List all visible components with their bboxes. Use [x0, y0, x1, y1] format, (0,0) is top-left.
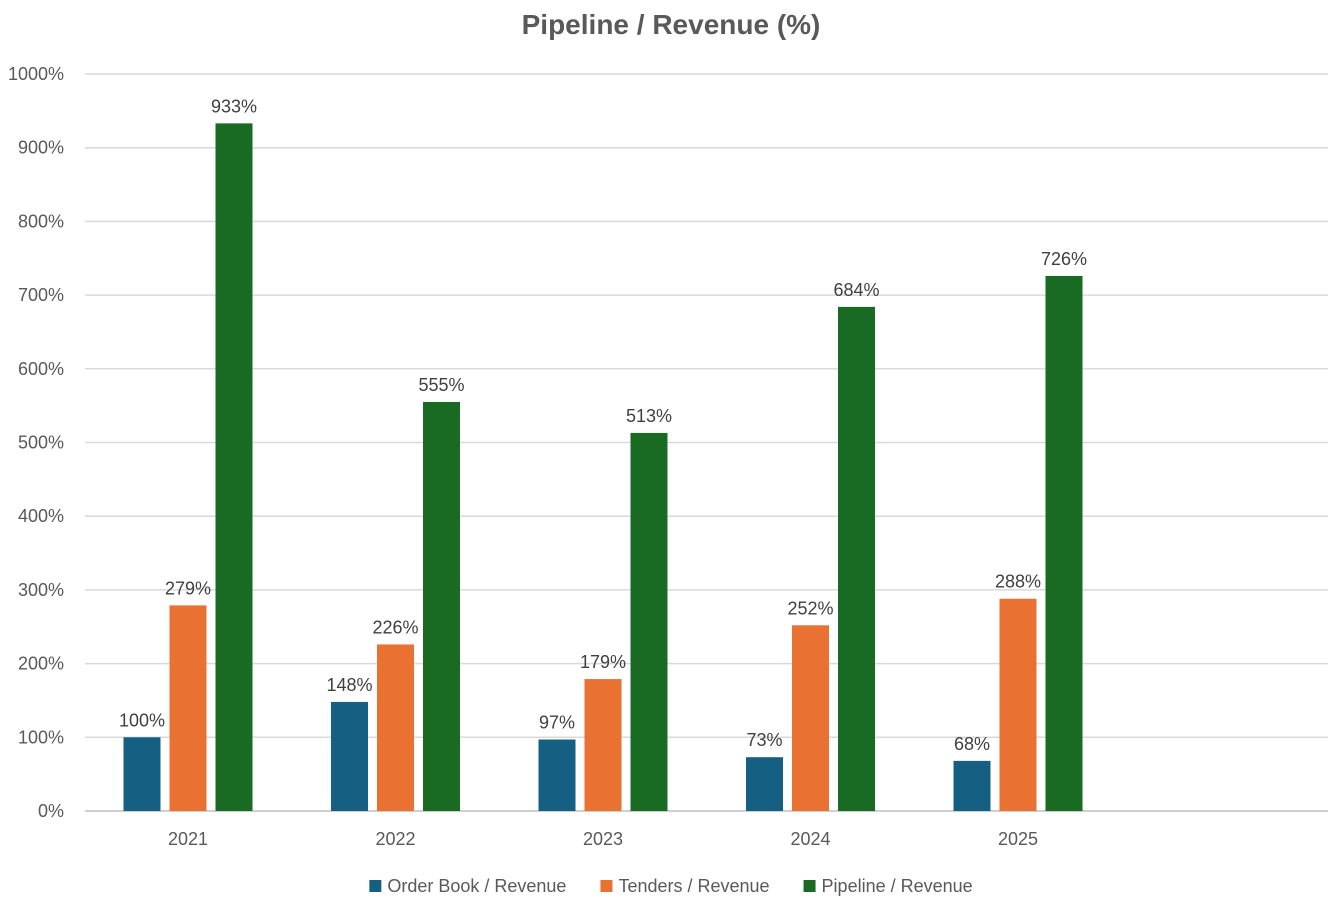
bar-pipeline-revenue-2021 [215, 123, 253, 811]
bar-tenders-revenue-2021 [169, 605, 207, 811]
data-label: 279% [165, 578, 211, 598]
data-label: 684% [833, 280, 879, 300]
bar-tenders-revenue-2024 [792, 625, 829, 811]
data-label: 100% [119, 710, 165, 730]
y-tick-label: 200% [18, 654, 64, 674]
legend-item: Order Book / Revenue [369, 876, 566, 896]
data-labels: 100% 279% 933% 148% 226% 555% 97% 179% 513% 73% 25… [119, 96, 1087, 754]
legend-swatch [600, 880, 613, 892]
x-tick-label: 2024 [790, 829, 830, 849]
y-tick-label: 0% [38, 801, 64, 821]
data-label: 179% [580, 652, 626, 672]
data-label: 933% [211, 96, 257, 116]
legend-swatch [803, 880, 816, 892]
gridlines [85, 73, 1328, 812]
y-tick-label: 700% [18, 285, 64, 305]
y-tick-label: 400% [18, 506, 64, 526]
x-axis-ticks: 2021 2022 2023 2024 2025 [168, 829, 1038, 849]
bars [123, 123, 1083, 811]
legend: Order Book / Revenue Tenders / Revenue Pip… [369, 876, 973, 896]
y-tick-label: 900% [18, 138, 64, 158]
x-tick-label: 2022 [375, 829, 415, 849]
bar-order-book-revenue-2022 [331, 701, 368, 811]
bar-tenders-revenue-2023 [584, 679, 622, 811]
data-label: 68% [954, 734, 990, 754]
y-tick-label: 500% [18, 433, 64, 453]
legend-label: Tenders / Revenue [618, 876, 769, 896]
data-label: 288% [995, 572, 1041, 592]
legend-item: Pipeline / Revenue [803, 876, 973, 896]
legend-label: Order Book / Revenue [387, 876, 566, 896]
y-tick-label: 600% [18, 359, 64, 379]
data-label: 513% [626, 406, 672, 426]
data-label: 226% [372, 617, 418, 637]
bar-pipeline-revenue-2025 [1045, 275, 1083, 811]
data-label: 73% [746, 730, 782, 750]
data-label: 726% [1041, 249, 1087, 269]
bar-order-book-revenue-2021 [123, 737, 161, 811]
data-label: 555% [418, 375, 464, 395]
bar-pipeline-revenue-2022 [423, 401, 460, 811]
y-tick-label: 800% [18, 211, 64, 231]
x-tick-label: 2023 [583, 829, 623, 849]
data-label: 252% [787, 598, 833, 618]
x-tick-label: 2021 [168, 829, 208, 849]
bar-order-book-revenue-2023 [538, 739, 576, 811]
data-label: 97% [539, 713, 575, 733]
bar-order-book-revenue-2024 [746, 757, 783, 811]
legend-item: Tenders / Revenue [600, 876, 770, 896]
y-axis-ticks: 0% 100% 200% 300% 400% 500% 600% 700% 800% 900% 10… [8, 64, 64, 821]
y-tick-label: 100% [18, 727, 64, 747]
x-tick-label: 2025 [998, 829, 1038, 849]
bar-pipeline-revenue-2023 [630, 432, 668, 811]
chart-title: Pipeline / Revenue (%) [522, 9, 821, 40]
bar-tenders-revenue-2025 [999, 598, 1037, 811]
legend-label: Pipeline / Revenue [822, 876, 973, 896]
y-tick-label: 1000% [8, 64, 64, 84]
bar-tenders-revenue-2022 [377, 644, 414, 811]
legend-swatch [369, 880, 382, 892]
y-tick-label: 300% [18, 580, 64, 600]
bar-order-book-revenue-2025 [953, 760, 991, 811]
data-label: 148% [326, 675, 372, 695]
bar-pipeline-revenue-2024 [838, 306, 875, 811]
